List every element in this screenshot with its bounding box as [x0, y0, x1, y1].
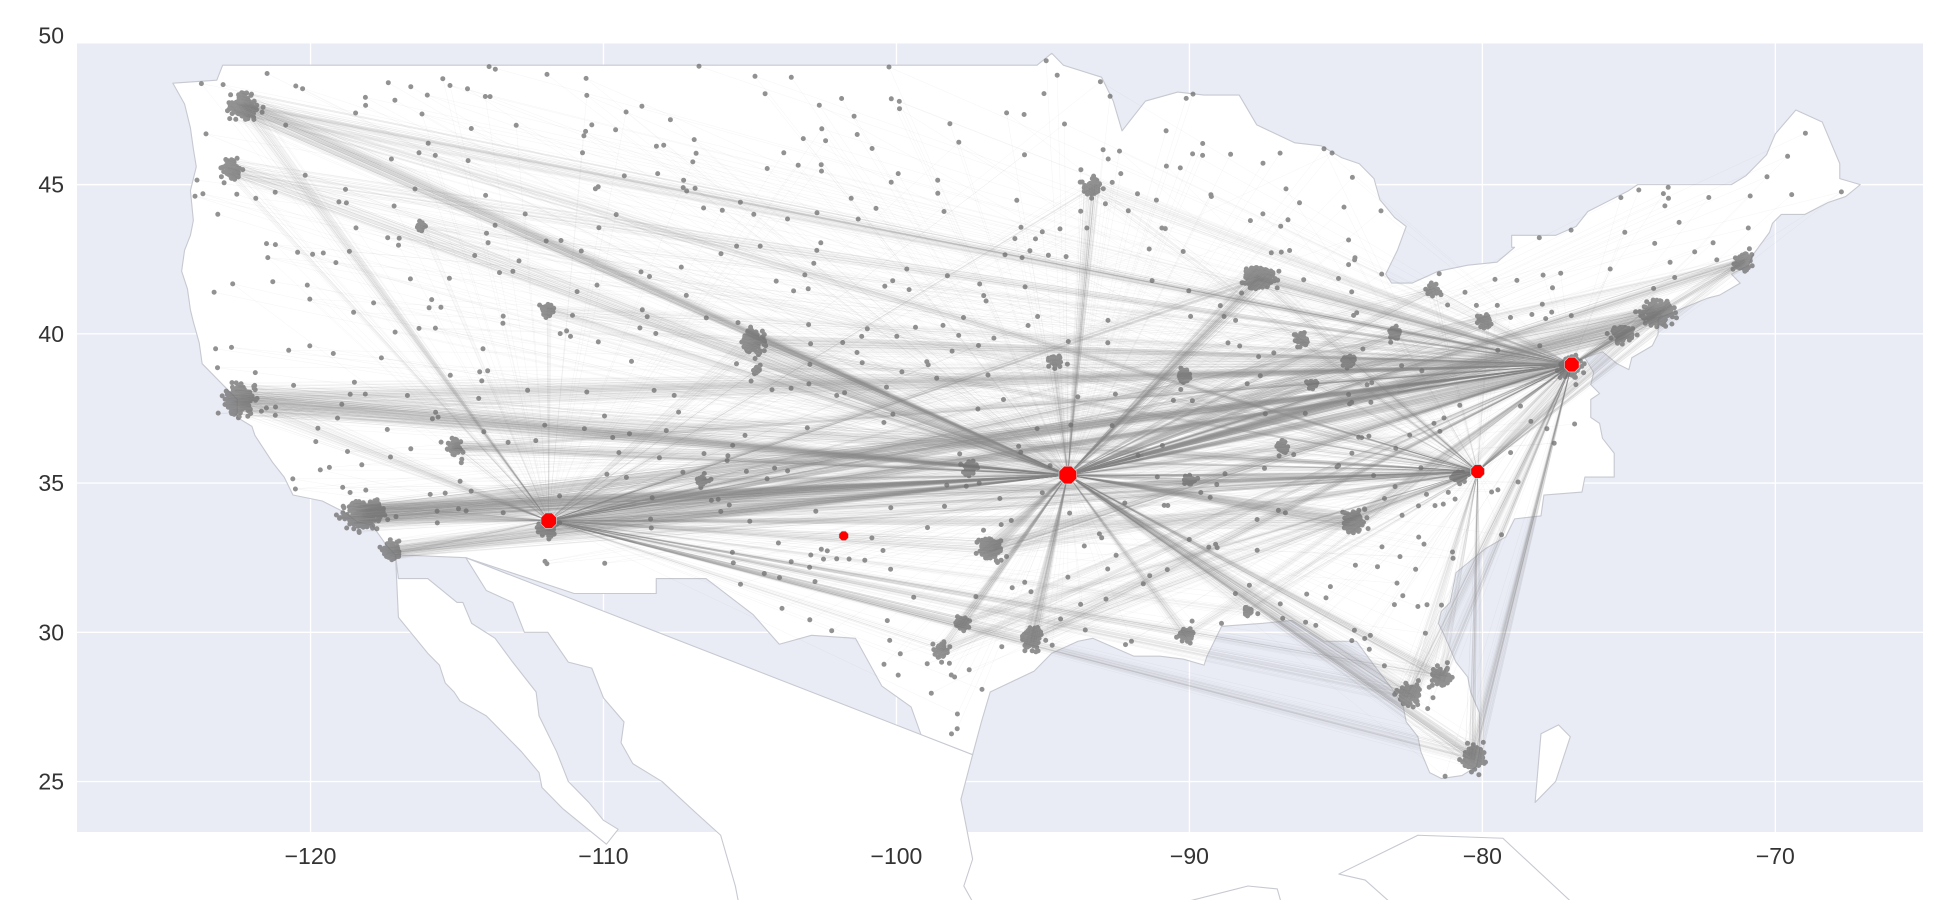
svg-text:−80: −80 — [1463, 843, 1502, 869]
svg-text:45: 45 — [38, 172, 64, 198]
svg-text:−100: −100 — [871, 843, 923, 869]
svg-text:30: 30 — [38, 619, 64, 645]
svg-text:−110: −110 — [578, 843, 628, 869]
svg-text:−90: −90 — [1170, 843, 1209, 869]
svg-text:50: 50 — [38, 22, 64, 48]
svg-text:−70: −70 — [1756, 843, 1795, 869]
svg-text:25: 25 — [38, 769, 64, 795]
svg-text:40: 40 — [38, 321, 64, 347]
svg-text:−120: −120 — [285, 843, 337, 869]
svg-text:35: 35 — [38, 470, 64, 496]
